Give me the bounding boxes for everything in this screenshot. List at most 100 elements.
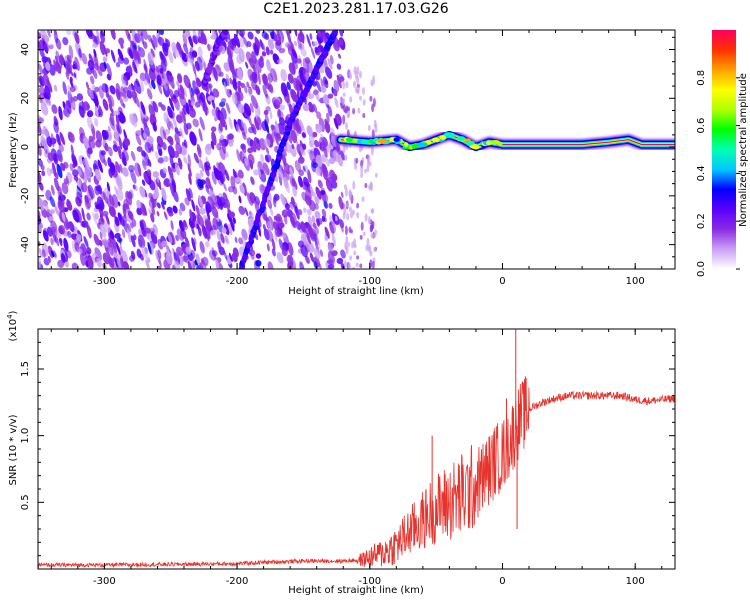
snr-xtick-label: 0 [499, 576, 505, 587]
noise-blob [312, 162, 318, 169]
noise-blob [301, 132, 306, 139]
noise-blob [227, 46, 233, 60]
noise-blob [265, 59, 272, 72]
noise-blob [95, 204, 101, 210]
noise-blob [96, 65, 103, 77]
noise-blob [84, 251, 91, 258]
noise-blob [270, 68, 278, 83]
noise-blob [58, 105, 63, 121]
noise-blob [220, 97, 227, 104]
scatter-blob [371, 129, 375, 139]
noise-blob [150, 48, 155, 58]
noise-blob [327, 58, 333, 70]
noise-blob [100, 150, 106, 156]
noise-blob [336, 257, 344, 265]
scatter-blob [359, 70, 362, 79]
noise-blob [94, 185, 100, 196]
noise-blob [332, 88, 338, 97]
noise-blob [229, 77, 233, 85]
noise-blob [228, 223, 233, 236]
noise-blob [270, 133, 275, 143]
noise-blob [148, 208, 152, 216]
scatter-blob [359, 95, 362, 101]
noise-blob [40, 102, 49, 116]
noise-blob [273, 131, 279, 146]
noise-blob [48, 216, 54, 222]
noise-blob [178, 208, 183, 216]
noise-blob [265, 106, 271, 112]
noise-blob [217, 241, 222, 251]
noise-blob [42, 73, 50, 87]
noise-blob [81, 52, 88, 65]
noise-blob [329, 222, 335, 235]
noise-blob [92, 212, 98, 225]
noise-blob [167, 105, 173, 119]
noise-blob [115, 123, 121, 133]
noise-blob [66, 200, 72, 209]
noise-blob [207, 43, 211, 52]
band-blob [490, 140, 501, 145]
noise-blob [193, 88, 200, 95]
scatter-blob [351, 241, 355, 249]
noise-blob [81, 182, 88, 193]
noise-blob [218, 30, 221, 35]
noise-blob [67, 131, 73, 142]
noise-blob [128, 84, 135, 91]
band-blob [450, 132, 455, 138]
noise-blob [198, 128, 203, 142]
noise-blob [214, 64, 222, 77]
noise-blob [92, 69, 98, 79]
noise-blob [246, 40, 252, 48]
noise-blob [199, 207, 206, 215]
noise-blob [209, 229, 217, 236]
scatter-blob [368, 184, 372, 191]
noise-blob [160, 79, 167, 86]
noise-blob [179, 202, 186, 212]
scatter-blob [359, 263, 363, 269]
noise-blob [183, 87, 188, 97]
scatter-blob [343, 206, 347, 215]
noise-blob [102, 252, 110, 265]
noise-blob [54, 203, 60, 217]
scatter-blob [347, 242, 351, 247]
noise-blob [117, 212, 123, 222]
noise-blob [231, 252, 238, 263]
noise-blob [238, 169, 244, 179]
noise-blob [262, 224, 266, 231]
noise-blob [267, 220, 273, 231]
noise-blob [327, 263, 335, 269]
noise-blob [200, 31, 207, 45]
noise-blob [147, 241, 152, 255]
noise-blob [196, 56, 203, 71]
noise-blob [38, 256, 42, 269]
noise-blob [143, 41, 148, 49]
noise-blob [273, 193, 280, 201]
noise-blob [324, 235, 329, 241]
noise-blob [324, 118, 329, 127]
noise-blob [236, 149, 241, 162]
noise-blob [135, 59, 139, 68]
noise-blob [297, 209, 303, 216]
scatter-blob [359, 235, 363, 240]
noise-blob [156, 30, 160, 36]
noise-blob [323, 76, 329, 89]
noise-blob [146, 169, 152, 176]
noise-blob [247, 31, 254, 40]
noise-blob [101, 83, 109, 93]
band-blob [439, 135, 447, 140]
noise-blob [163, 155, 169, 163]
noise-blob [43, 200, 49, 212]
noise-blob [40, 135, 48, 150]
noise-blob [135, 130, 142, 137]
noise-blob [204, 105, 209, 115]
noise-blob [90, 75, 95, 85]
noise-blob [324, 226, 330, 239]
snr-xtick-label: -100 [358, 576, 381, 587]
scatter-blob [372, 97, 376, 108]
noise-blob [102, 56, 108, 62]
noise-blob [247, 87, 253, 97]
noise-blob [183, 30, 191, 38]
noise-blob [107, 238, 114, 248]
noise-blob [44, 41, 50, 53]
noise-blob [199, 92, 206, 103]
